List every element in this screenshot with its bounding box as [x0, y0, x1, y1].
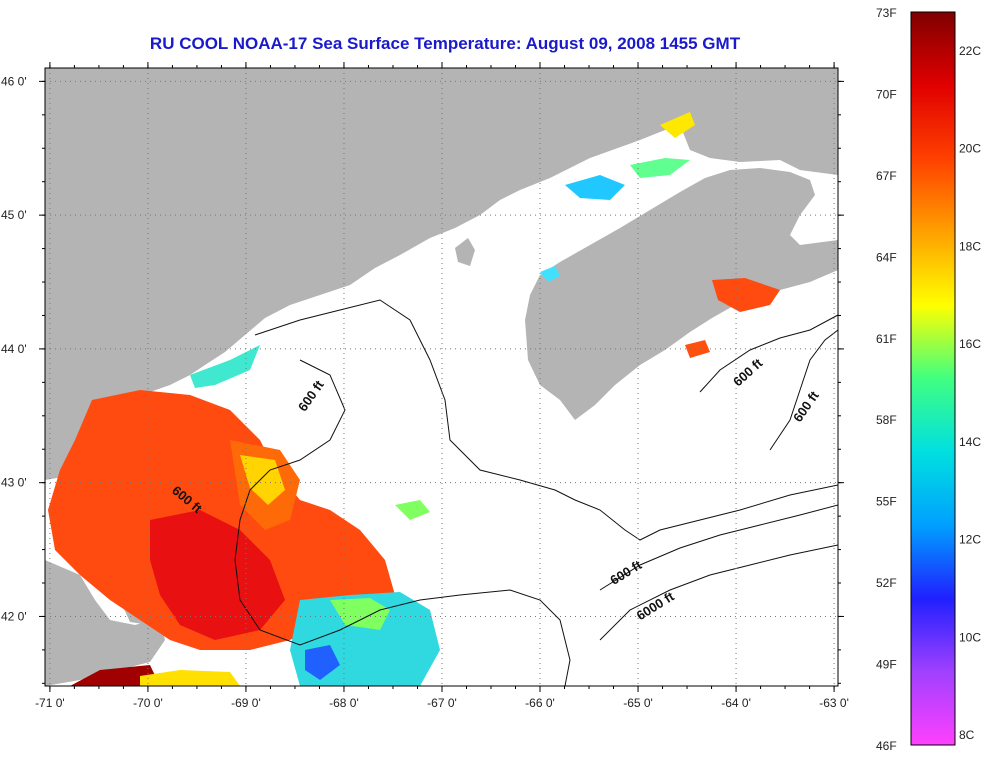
- lon-tick-label: -67 0': [427, 696, 457, 710]
- land-massachusetts: [45, 560, 165, 686]
- sst-orange-ns-2: [685, 340, 710, 358]
- colorbar-c-label: 22C: [959, 44, 981, 58]
- lon-tick-label: -66 0': [525, 696, 555, 710]
- land-mainland: [45, 68, 705, 480]
- colorbar-f-label: 73F: [876, 6, 897, 20]
- lat-tick-label: 45 0': [1, 208, 27, 222]
- colorbar-c-label: 8C: [959, 728, 975, 742]
- colorbar-c-label: 12C: [959, 533, 981, 547]
- colorbar-f-label: 61F: [876, 332, 897, 346]
- land-nb-coast: [680, 68, 838, 175]
- colorbar-c-label: 10C: [959, 630, 981, 644]
- sst-hot-cape: [70, 665, 160, 686]
- contour-600ft-georges: [599, 504, 838, 591]
- colorbar-f-label: 70F: [876, 87, 897, 101]
- sst-cyan-bay: [565, 175, 625, 200]
- lat-tick-label: 43 0': [1, 476, 27, 490]
- colorbar-f-label: 67F: [876, 169, 897, 183]
- colorbar-f-label: 52F: [876, 576, 897, 590]
- lat-tick-label: 46 0': [1, 74, 27, 88]
- sst-yellow-south: [140, 670, 240, 686]
- lon-tick-label: -69 0': [231, 696, 261, 710]
- colorbar-f-label: 58F: [876, 413, 897, 427]
- graticule: [45, 68, 838, 686]
- contour-600ft-browns: [699, 314, 838, 393]
- colorbar-f-label: 55F: [876, 495, 897, 509]
- map-title: RU COOL NOAA-17 Sea Surface Temperature:…: [149, 34, 741, 53]
- lon-tick-label: -64 0': [721, 696, 751, 710]
- contour-600ft-scotian: [769, 329, 838, 451]
- land-island: [455, 238, 475, 266]
- sst-green-bay: [630, 158, 690, 178]
- lon-tick-label: -63 0': [819, 696, 849, 710]
- sst-yellow: [240, 455, 285, 505]
- lon-tick-label: -68 0': [329, 696, 359, 710]
- colorbar-c-label: 20C: [959, 142, 981, 156]
- lon-tick-label: -65 0': [623, 696, 653, 710]
- sst-green-south: [330, 598, 390, 630]
- sst-yellow-bay: [660, 112, 695, 138]
- colorbar-c-label: 16C: [959, 337, 981, 351]
- land-nova-scotia: [525, 168, 838, 420]
- lon-tick-label: -71 0': [35, 696, 65, 710]
- contour-600ft-inner: [234, 359, 571, 686]
- colorbar-gradient: [910, 11, 956, 746]
- contour-6000ft: [599, 544, 838, 641]
- lon-tick-label: -70 0': [133, 696, 163, 710]
- contour-600ft-gulf: [254, 299, 838, 541]
- sst-hot-core: [150, 510, 285, 640]
- colorbar-c-label: 14C: [959, 435, 981, 449]
- colorbar-f-label: 64F: [876, 250, 897, 264]
- sst-blue-south: [305, 645, 340, 680]
- lat-tick-label: 42 0': [1, 609, 27, 623]
- sst-cyan-fundy: [540, 266, 560, 282]
- colorbar-f-label: 46F: [876, 739, 897, 753]
- sst-green-patch: [395, 500, 430, 520]
- colorbar-f-label: 49F: [876, 658, 897, 672]
- sst-cyan-coast: [190, 345, 260, 388]
- sst-warm-west: [48, 390, 395, 650]
- colorbar-c-label: 18C: [959, 239, 981, 253]
- lat-tick-label: 44 0': [1, 342, 27, 356]
- sst-orange-ns: [712, 278, 780, 312]
